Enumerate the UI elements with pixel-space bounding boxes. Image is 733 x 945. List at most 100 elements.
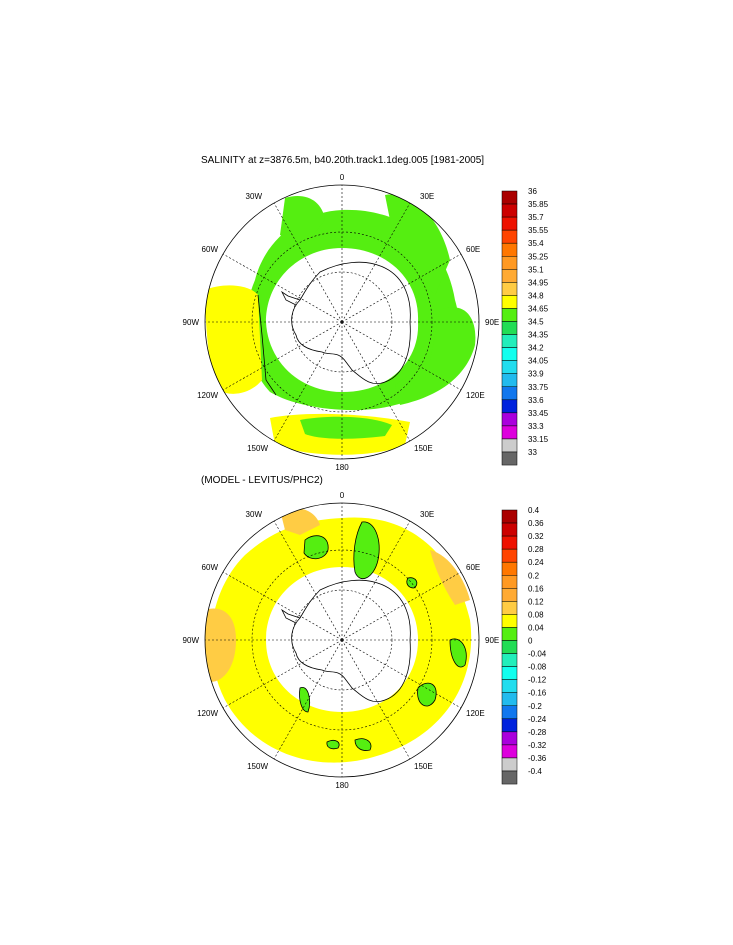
panel1-colorbar-box [501, 425, 518, 440]
panel2-lon-60e: 60E [466, 563, 480, 572]
panel1-colorbar-box [501, 399, 518, 414]
panel2-colorbar-label: -0.28 [528, 728, 547, 737]
panel1-colorbar-box [501, 373, 518, 388]
panel2-colorbar-label: 0.16 [528, 584, 544, 593]
panel2-green-a [303, 535, 329, 560]
panel2-colorbar-label: 0.2 [528, 571, 540, 580]
panel2-colorbar-box [501, 509, 518, 524]
panel2-lon-60w: 60W [202, 563, 219, 572]
panel2-fill-layer [205, 503, 479, 777]
panel1-colorbar-box [501, 360, 518, 374]
panel1-colorbar-box [501, 334, 518, 348]
panel1-colorbar-box [501, 438, 518, 453]
panel1-colorbar-label: 34.35 [528, 331, 549, 340]
panel1-green-s [300, 416, 392, 439]
panel1-colorbar-box [501, 412, 518, 427]
panel1-lon-120w: 120W [197, 391, 218, 400]
panel2-colorbar-label: -0.04 [528, 650, 547, 659]
panel2-lon-30e: 30E [420, 510, 434, 519]
panel2-title: (MODEL - LEVITUS/PHC2) [201, 475, 323, 486]
panel2-colorbar-box [501, 575, 518, 589]
panel1-colorbar-label: 33.9 [528, 370, 544, 379]
panel2-colorbar-box [501, 640, 518, 654]
panel2-colorbar-box [501, 561, 518, 576]
panel2-lon-120w: 120W [197, 709, 218, 718]
panel1-colorbar-label: 36 [528, 187, 537, 196]
panel1-map-border [204, 184, 480, 460]
panel2-lon-30w: 30W [246, 510, 263, 519]
panel1-lon-90w: 90W [183, 318, 200, 327]
panel2-colorbar-box [501, 757, 518, 772]
panel2-peninsula [280, 608, 301, 624]
panel1-lon-180: 180 [335, 463, 349, 472]
panel1-lon-150w: 150W [247, 444, 268, 453]
panel1-colorbar-label: 35.25 [528, 252, 549, 261]
panel1-lon-30w: 30W [246, 192, 263, 201]
panel1-lon-150e: 150E [414, 444, 433, 453]
panel1-colorbar-label: 33.15 [528, 435, 549, 444]
panel1-lon-30e: 30E [420, 192, 434, 201]
panel1-colorbar-box [501, 256, 518, 270]
panel1-colorbar-label: 33 [528, 448, 537, 457]
panel1-colorbar-box [501, 242, 518, 257]
panel2-colorbar-box [501, 770, 518, 785]
panel2-lon-90e: 90E [485, 636, 499, 645]
panel1-colorbar-label: 35.1 [528, 265, 544, 274]
panel1-coast-w [257, 294, 277, 396]
panel2-colorbar-label: 0.4 [528, 506, 540, 515]
panel1-colorbar-box [501, 451, 518, 466]
panel2-colorbar-box [501, 588, 518, 602]
panel2-colorbar-box [501, 744, 518, 759]
panel1-colorbar-box [501, 282, 518, 296]
panel2-colorbar-label: 0 [528, 637, 533, 646]
panel1-lon-60e: 60E [466, 245, 480, 254]
panel2-green-f [299, 686, 310, 713]
panel1-fill-layer [205, 185, 479, 459]
panel1-colorbar-box [501, 229, 518, 244]
panel2-colorbar-label: -0.36 [528, 754, 547, 763]
panel1-lon-120e: 120E [466, 391, 485, 400]
panel2-colorbar-label: -0.12 [528, 676, 547, 685]
panel1-polar-map: 0 30W 30E 60W 60E 90W 90E 120W 120E 150W… [183, 173, 500, 472]
panel2-colorbar-label: -0.08 [528, 663, 547, 672]
panel1-colorbar-box [501, 308, 518, 322]
panel2-colorbar-label: -0.4 [528, 767, 542, 776]
panel2-colorbar-label: -0.16 [528, 689, 547, 698]
panel1-colorbar-label: 35.85 [528, 200, 549, 209]
panel2-green-h [354, 738, 372, 751]
panel1-colorbar-box [501, 190, 518, 205]
panel2-map-border [204, 502, 480, 778]
panel2-colorbar-label: 0.04 [528, 623, 544, 632]
panel2-lon-150w: 150W [247, 762, 268, 771]
panel1-colorbar-label: 35.55 [528, 226, 549, 235]
panel2-colorbar-label: 0.12 [528, 597, 544, 606]
panel1-colorbar: 36 35.85 35.7 35.55 35.4 35.25 35.1 34.95 34.8 34… [501, 187, 549, 466]
panel2-colorbar-label: -0.24 [528, 715, 547, 724]
panel2-polar-map: 0 30W 30E 60W 60E 90W 90E 120W 120E 150W… [183, 491, 500, 790]
panel1-colorbar-label: 35.4 [528, 239, 544, 248]
panel1-colorbar-label: 34.05 [528, 357, 549, 366]
panel2-colorbar-box [501, 614, 518, 628]
panel1-colorbar-box [501, 295, 518, 309]
panel2-colorbar-box [501, 548, 518, 563]
panel2-green-b [353, 521, 380, 580]
panel2-green-e [417, 682, 437, 707]
panel1-colorbar-label: 33.6 [528, 396, 544, 405]
panel1-green-e [395, 307, 476, 405]
panel1-peninsula [280, 290, 301, 306]
panel2-green-g [326, 740, 340, 750]
panel2-lon-180: 180 [335, 781, 349, 790]
panel2-colorbar-box [501, 601, 518, 615]
panel1-lon-60w: 60W [202, 245, 219, 254]
panel2-green-c [406, 577, 418, 589]
panel1-green-nw [280, 196, 325, 245]
panel1-colorbar-label: 34.95 [528, 278, 549, 287]
panel1-colorbar-label: 33.3 [528, 422, 544, 431]
panel2-lon-150e: 150E [414, 762, 433, 771]
panel2-colorbar-box [501, 627, 518, 641]
panel1-yellow-w [205, 285, 262, 394]
panel2-colorbar: 0.4 0.36 0.32 0.28 0.24 0.2 0.16 0.12 0.08 0.04 0 -… [501, 506, 547, 785]
panel2-colorbar-box [501, 718, 518, 733]
panel1-colorbar-label: 35.7 [528, 213, 544, 222]
